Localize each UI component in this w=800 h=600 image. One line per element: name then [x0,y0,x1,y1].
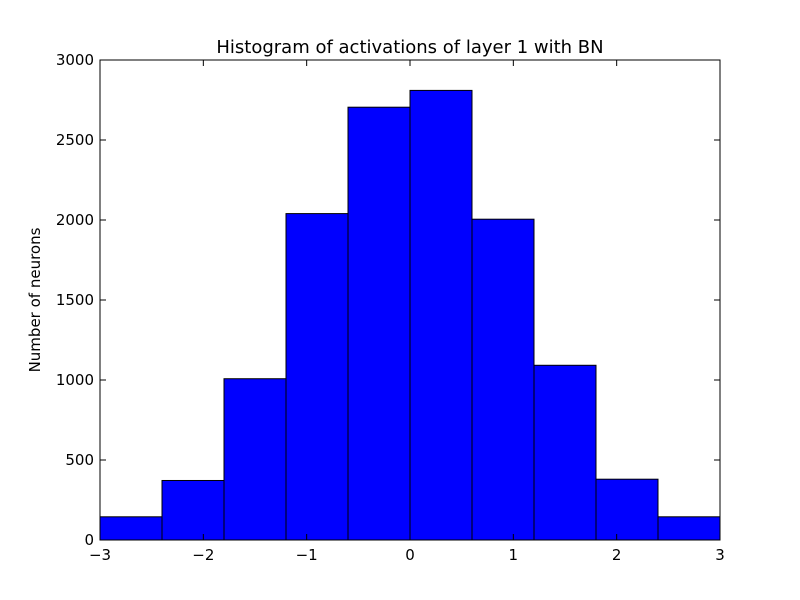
x-tick-label: 3 [715,546,725,564]
histogram-bar [347,106,411,541]
y-tick-label: 500 [65,451,94,469]
histogram-bar [285,213,349,541]
histogram-bar [657,516,721,541]
x-tick-label: −2 [192,546,214,564]
histogram-bar [223,378,287,541]
x-tick-label: −1 [296,546,318,564]
y-tick-label: 2000 [56,211,94,229]
y-tick-label: 3000 [56,51,94,69]
ticks-group: −3 −2 −1 0 1 2 3 0 500 1000 1500 2000 2500 3000 [56,51,725,564]
histogram-bar [409,89,473,541]
x-tick-label: 2 [612,546,622,564]
histogram-bar [471,218,535,541]
y-tick-label: 1000 [56,371,94,389]
histogram-bar [161,479,225,541]
chart-title: Histogram of activations of layer 1 with… [216,37,603,58]
bars-group [99,89,721,541]
y-tick-label: 0 [84,531,94,549]
histogram-bar [99,516,163,541]
x-tick-label: 0 [405,546,415,564]
y-tick-label: 2500 [56,131,94,149]
x-tick-label: 1 [509,546,519,564]
y-axis-label: Number of neurons [26,227,44,372]
y-tick-label: 1500 [56,291,94,309]
histogram-bar [533,364,597,541]
x-tick-label: −3 [89,546,111,564]
histogram-bar [595,478,659,541]
